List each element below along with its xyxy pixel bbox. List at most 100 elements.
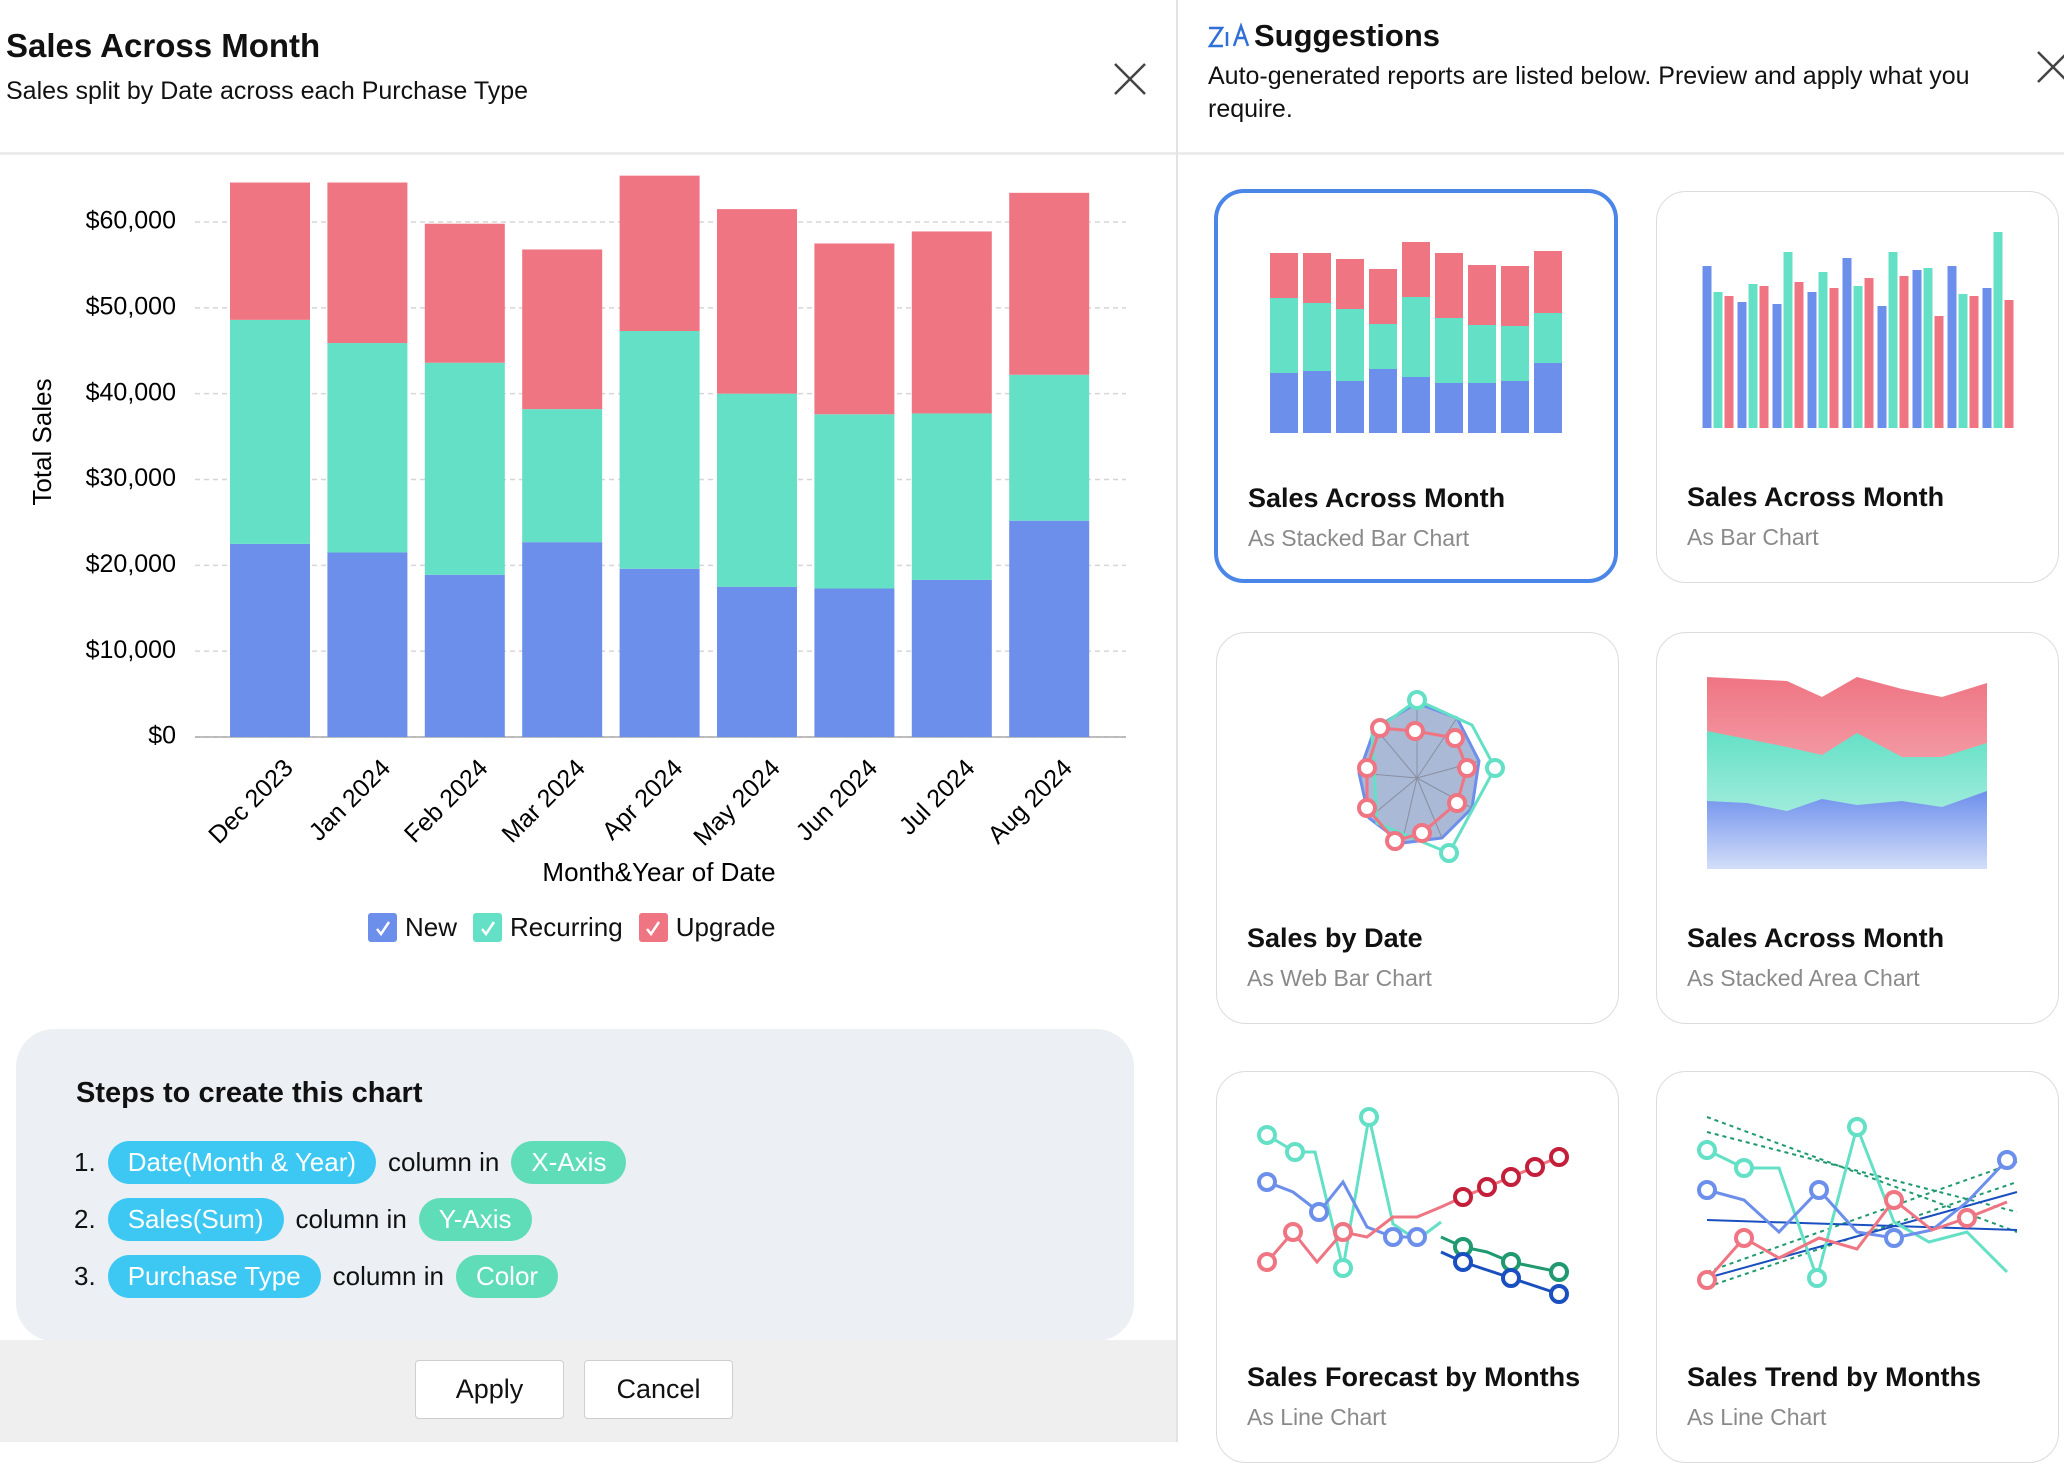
thumbnail [1707,677,1987,869]
legend-label: Recurring [510,912,623,942]
legend-checkbox [638,913,668,942]
card-subtitle: As Line Chart [1687,1404,1827,1430]
suggestion-card[interactable]: Sales by Date As Web Bar Chart [1216,632,1619,1024]
bar-segment [911,579,992,737]
bar-segment [230,319,310,544]
bar-segment [522,409,603,543]
x-tick-label: Mar 2024 [496,754,591,849]
x-tick-label: Feb 2024 [399,754,494,849]
suggestion-card[interactable]: Sales Across Month As Bar Chart [1656,191,2059,583]
target-pill: Color [455,1255,559,1298]
legend-item[interactable]: Recurring [473,912,623,943]
card-subtitle: As Line Chart [1247,1404,1387,1430]
y-tick-label: $20,000 [86,550,176,578]
bar-segment [619,331,700,569]
check-icon [480,920,495,936]
step-number: 1. [74,1147,96,1177]
check-icon [646,920,661,936]
x-tick-label: Jan 2024 [304,754,397,847]
legend-checkbox [473,913,503,942]
bar-segment [327,552,408,737]
legend-item[interactable]: Upgrade [638,912,776,943]
bar-segment [327,182,408,344]
y-axis-title: Total Sales [27,378,57,505]
card-title: Sales by Date [1247,923,1423,953]
bar-segment [522,249,603,410]
bar-segment [717,586,797,737]
zia-logo [1207,22,1250,48]
suggestion-card[interactable]: Sales Across Month As Stacked Bar Chart [1214,189,1618,583]
step-text: column in [388,1147,500,1177]
apply-button[interactable]: Apply [415,1360,564,1419]
bar-segment [911,231,992,414]
target-pill: X-Axis [511,1141,627,1184]
chart: Total Sales Month&Year of Date $0 $10,000… [27,175,1126,887]
suggestions-description: Auto-generated reports are listed below.… [1208,62,1970,123]
card-title: Sales Across Month [1687,923,1945,953]
legend-label: Upgrade [675,912,776,942]
subtitle: Sales split by Date across each Purchase… [6,77,529,105]
card-title: Sales Across Month [1248,483,1506,513]
step-row: 1. Date(Month & Year) column in X-Axis [74,1141,627,1184]
y-tick-label: $60,000 [86,207,176,235]
footer: Apply Cancel [0,1340,1176,1442]
steps-title: Steps to create this chart [76,1077,423,1109]
card-title: Sales Trend by Months [1687,1362,1982,1392]
title: Sales Across Month [6,27,321,64]
panel-header: Sales Across Month Sales split by Date a… [0,0,1176,155]
legend-checkbox [368,913,397,942]
y-tick-label: $50,000 [86,292,176,320]
step-text: column in [332,1261,444,1291]
bar-segment [522,542,603,737]
x-axis-title: Month&Year of Date [542,857,775,887]
card-subtitle: As Stacked Area Chart [1687,965,1920,991]
bar-segment [424,574,505,737]
x-tick-label: Dec 2023 [203,754,298,849]
field-pill: Sales(Sum) [107,1198,284,1241]
thumbnail [1357,690,1505,863]
bar-segment [424,362,505,575]
bar-segment [327,343,408,553]
x-tick-label: May 2024 [688,754,786,852]
step-text: column in [295,1204,407,1234]
bar-segment [619,568,700,737]
legend-label: New [405,912,458,942]
legend: New Recurring Upgrade [368,912,775,943]
suggestion-card[interactable]: Sales Across Month As Stacked Area Chart [1656,632,2059,1024]
field-pill: Purchase Type [107,1255,321,1298]
thumbnail [1702,232,2014,428]
bar-segment [814,243,895,415]
card-title: Sales Forecast by Months [1247,1362,1581,1392]
report-panel: Sales Across Month Sales split by Date a… [0,0,1178,1442]
suggestion-card[interactable]: Sales Trend by Months As Line Chart [1656,1071,2059,1463]
field-pill: Date(Month & Year) [107,1141,377,1184]
y-tick-label: $0 [148,722,176,750]
step-row: 3. Purchase Type column in Color [74,1255,559,1298]
target-pill: Y-Axis [418,1198,532,1241]
close-button[interactable] [2036,50,2064,84]
step-number: 3. [74,1261,96,1291]
thumbnail [1697,1116,2018,1290]
suggestions-panel: Suggestions Auto-generated reports are l… [1178,0,2064,1463]
card-subtitle: As Web Bar Chart [1247,965,1432,991]
panel-header: Suggestions Auto-generated reports are l… [1178,0,2064,155]
bar-segment [424,223,505,363]
suggestions-title: Suggestions [1254,18,1441,53]
y-tick-label: $40,000 [86,378,176,406]
bar-segment [619,175,700,332]
bar-segment [1009,192,1090,375]
cancel-button[interactable]: Cancel [584,1360,733,1419]
close-button[interactable] [1113,62,1147,96]
bar-segment [230,543,310,737]
x-tick-label: Aug 2024 [982,754,1078,850]
legend-item[interactable]: New [368,912,457,943]
x-tick-label: Jul 2024 [894,754,981,841]
bar-segment [1009,520,1090,737]
card-subtitle: As Bar Chart [1687,524,1819,550]
bar-segment [230,182,310,320]
thumbnail [1257,1107,1569,1304]
bar-segment [717,393,797,587]
y-tick-label: $30,000 [86,464,176,492]
suggestion-card[interactable]: Sales Forecast by Months As Line Chart [1216,1071,1619,1463]
